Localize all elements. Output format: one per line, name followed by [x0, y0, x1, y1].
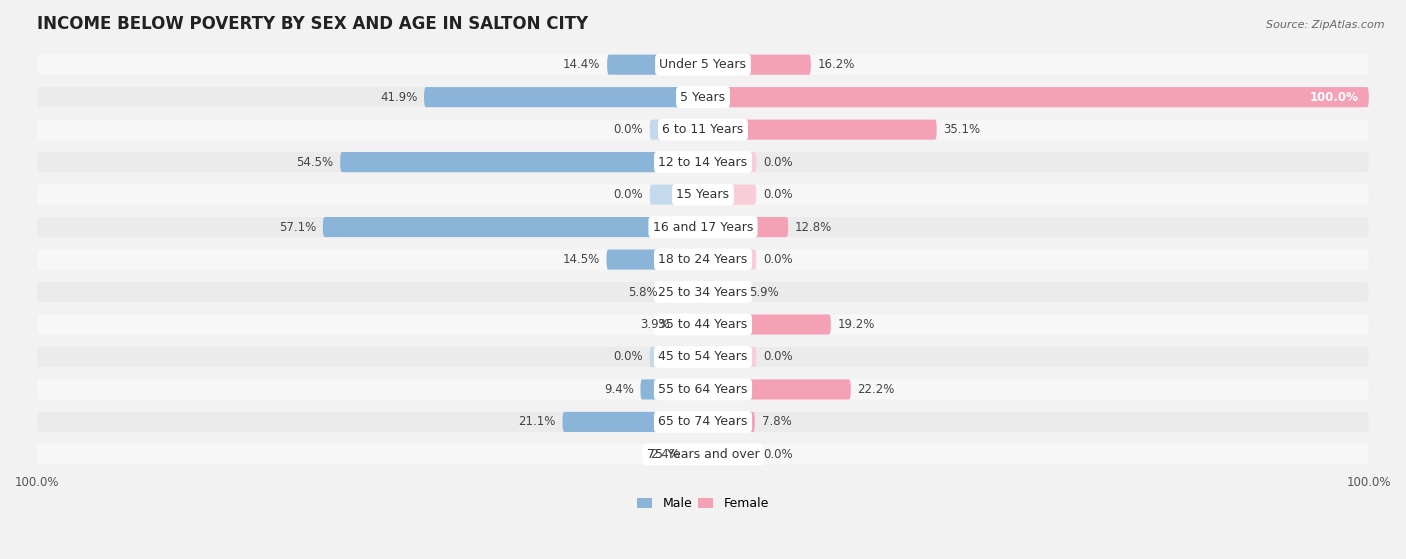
Text: 3.9%: 3.9%	[641, 318, 671, 331]
Text: 45 to 54 Years: 45 to 54 Years	[658, 350, 748, 363]
Text: 22.2%: 22.2%	[858, 383, 894, 396]
Text: 14.4%: 14.4%	[562, 58, 600, 71]
Text: 54.5%: 54.5%	[297, 155, 333, 169]
Text: 16.2%: 16.2%	[817, 58, 855, 71]
FancyBboxPatch shape	[703, 314, 831, 335]
Text: 5.9%: 5.9%	[749, 286, 779, 299]
FancyBboxPatch shape	[703, 282, 742, 302]
FancyBboxPatch shape	[562, 412, 703, 432]
Text: Under 5 Years: Under 5 Years	[659, 58, 747, 71]
FancyBboxPatch shape	[650, 184, 703, 205]
Text: INCOME BELOW POVERTY BY SEX AND AGE IN SALTON CITY: INCOME BELOW POVERTY BY SEX AND AGE IN S…	[37, 15, 588, 33]
Text: 0.0%: 0.0%	[763, 188, 793, 201]
Text: 0.0%: 0.0%	[763, 155, 793, 169]
Text: 0.0%: 0.0%	[613, 123, 643, 136]
FancyBboxPatch shape	[703, 217, 789, 237]
FancyBboxPatch shape	[703, 55, 811, 75]
Text: 18 to 24 Years: 18 to 24 Years	[658, 253, 748, 266]
Text: 0.0%: 0.0%	[763, 448, 793, 461]
FancyBboxPatch shape	[703, 412, 755, 432]
FancyBboxPatch shape	[606, 249, 703, 269]
FancyBboxPatch shape	[37, 282, 1369, 302]
Legend: Male, Female: Male, Female	[633, 492, 773, 515]
Text: 14.5%: 14.5%	[562, 253, 600, 266]
FancyBboxPatch shape	[703, 184, 756, 205]
FancyBboxPatch shape	[37, 152, 1369, 172]
FancyBboxPatch shape	[703, 347, 756, 367]
Text: 0.0%: 0.0%	[613, 350, 643, 363]
Text: 21.1%: 21.1%	[519, 415, 555, 428]
FancyBboxPatch shape	[650, 347, 703, 367]
FancyBboxPatch shape	[703, 152, 756, 172]
FancyBboxPatch shape	[425, 87, 703, 107]
Text: 100.0%: 100.0%	[1310, 91, 1358, 103]
Text: 55 to 64 Years: 55 to 64 Years	[658, 383, 748, 396]
Text: 5 Years: 5 Years	[681, 91, 725, 103]
Text: 35 to 44 Years: 35 to 44 Years	[658, 318, 748, 331]
FancyBboxPatch shape	[37, 249, 1369, 269]
FancyBboxPatch shape	[37, 380, 1369, 400]
Text: 19.2%: 19.2%	[838, 318, 875, 331]
FancyBboxPatch shape	[37, 217, 1369, 237]
Text: 2.4%: 2.4%	[651, 448, 681, 461]
FancyBboxPatch shape	[665, 282, 703, 302]
FancyBboxPatch shape	[37, 184, 1369, 205]
FancyBboxPatch shape	[37, 55, 1369, 75]
Text: 41.9%: 41.9%	[380, 91, 418, 103]
FancyBboxPatch shape	[37, 120, 1369, 140]
Text: 57.1%: 57.1%	[278, 221, 316, 234]
FancyBboxPatch shape	[650, 120, 703, 140]
FancyBboxPatch shape	[607, 55, 703, 75]
Text: 35.1%: 35.1%	[943, 123, 980, 136]
Text: 7.8%: 7.8%	[762, 415, 792, 428]
Text: 15 Years: 15 Years	[676, 188, 730, 201]
FancyBboxPatch shape	[703, 249, 756, 269]
Text: 0.0%: 0.0%	[763, 350, 793, 363]
FancyBboxPatch shape	[640, 380, 703, 400]
Text: 0.0%: 0.0%	[613, 188, 643, 201]
FancyBboxPatch shape	[703, 87, 1369, 107]
FancyBboxPatch shape	[703, 380, 851, 400]
Text: 25 to 34 Years: 25 to 34 Years	[658, 286, 748, 299]
Text: 16 and 17 Years: 16 and 17 Years	[652, 221, 754, 234]
Text: 0.0%: 0.0%	[763, 253, 793, 266]
FancyBboxPatch shape	[678, 314, 703, 335]
FancyBboxPatch shape	[37, 444, 1369, 465]
FancyBboxPatch shape	[323, 217, 703, 237]
FancyBboxPatch shape	[37, 314, 1369, 335]
FancyBboxPatch shape	[37, 412, 1369, 432]
FancyBboxPatch shape	[37, 347, 1369, 367]
Text: 12.8%: 12.8%	[794, 221, 832, 234]
Text: 75 Years and over: 75 Years and over	[647, 448, 759, 461]
Text: 65 to 74 Years: 65 to 74 Years	[658, 415, 748, 428]
Text: 12 to 14 Years: 12 to 14 Years	[658, 155, 748, 169]
FancyBboxPatch shape	[37, 87, 1369, 107]
Text: 9.4%: 9.4%	[605, 383, 634, 396]
FancyBboxPatch shape	[340, 152, 703, 172]
FancyBboxPatch shape	[688, 444, 703, 465]
FancyBboxPatch shape	[703, 120, 936, 140]
FancyBboxPatch shape	[703, 444, 756, 465]
Text: 5.8%: 5.8%	[628, 286, 658, 299]
Text: Source: ZipAtlas.com: Source: ZipAtlas.com	[1267, 20, 1385, 30]
Text: 6 to 11 Years: 6 to 11 Years	[662, 123, 744, 136]
